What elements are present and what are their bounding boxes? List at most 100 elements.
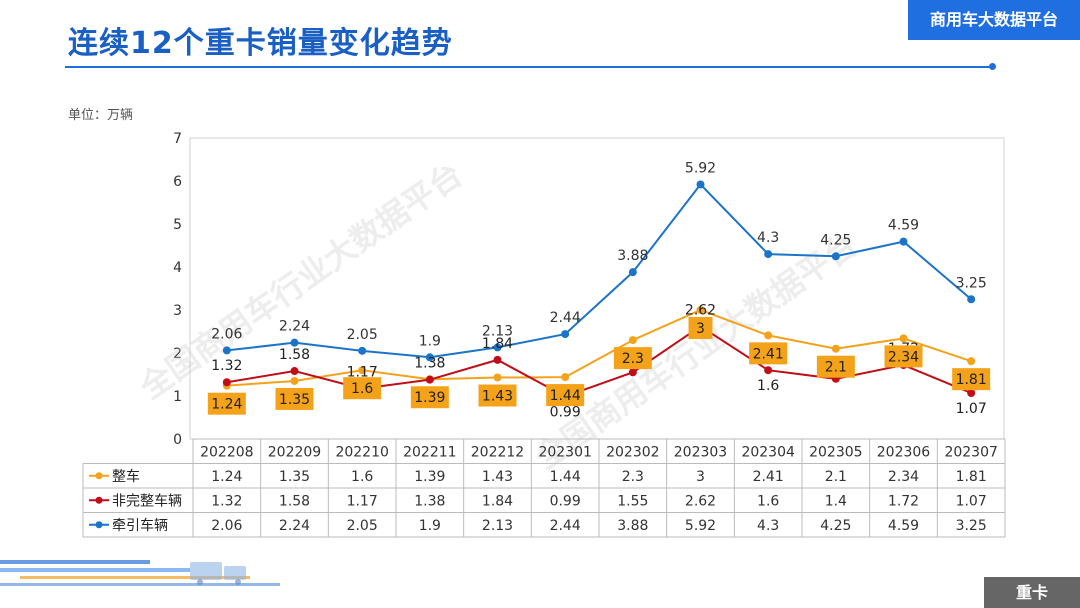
data-label-box — [884, 345, 923, 368]
x-tick-label: 202307 — [944, 444, 997, 460]
data-label: 2.06 — [211, 326, 242, 342]
unit-label: 单位：万辆 — [68, 108, 134, 123]
table-cell: 1.72 — [888, 493, 919, 509]
x-tick-label: 202304 — [741, 444, 795, 460]
title-underline — [65, 66, 995, 68]
table-cell: 2.44 — [550, 518, 581, 534]
table-cell: 1.6 — [757, 493, 779, 509]
data-table: 202208 202209 202210 202211 202212 202301 2023… — [82, 438, 1006, 538]
table-cell: 1.43 — [482, 469, 513, 485]
data-label: 4.3 — [757, 230, 779, 246]
data-label-box — [478, 384, 517, 407]
data-label: 1.38 — [414, 356, 445, 372]
data-label: 1.44 — [550, 388, 581, 404]
data-label: 1.07 — [956, 401, 987, 417]
y-tick-label: 2 — [173, 346, 182, 362]
data-label: 1.39 — [414, 390, 445, 406]
data-label: 1.24 — [211, 397, 242, 413]
page-title: 连续12个重卡销量变化趋势 — [68, 26, 453, 61]
table-cell: 1.84 — [482, 493, 513, 509]
data-label: 1.6 — [757, 378, 779, 394]
data-label: 3 — [696, 321, 705, 337]
data-label-box — [343, 377, 382, 400]
table-cell: 4.3 — [757, 518, 779, 534]
y-tick-label: 6 — [173, 174, 182, 190]
series-line-1 — [226, 325, 972, 398]
legend-marker — [95, 521, 103, 529]
data-point — [493, 355, 502, 364]
x-tick-label: 202210 — [335, 444, 388, 460]
data-point — [967, 388, 976, 397]
data-point — [628, 268, 637, 277]
data-label: 5.92 — [685, 160, 716, 176]
table-cell: 0.99 — [550, 493, 581, 509]
data-label: 1.43 — [482, 389, 513, 405]
data-label: 2.62 — [685, 302, 716, 318]
data-point — [290, 376, 299, 385]
data-label-box — [688, 317, 713, 339]
data-label: 2.13 — [482, 323, 513, 339]
table-cell: 1.81 — [956, 469, 987, 485]
data-point — [290, 338, 299, 347]
table-cell: 2.24 — [279, 518, 310, 534]
title-underline-dot — [989, 63, 996, 70]
data-point — [831, 344, 840, 353]
table-cell: 1.24 — [211, 469, 242, 485]
data-point — [493, 343, 502, 352]
x-tick-label: 202208 — [200, 444, 253, 460]
x-tick-label: 202302 — [606, 444, 659, 460]
data-point — [696, 306, 705, 314]
table-cell: 2.62 — [685, 493, 716, 509]
data-point — [831, 252, 840, 261]
data-label: 2.3 — [622, 351, 644, 367]
data-label-box — [546, 384, 585, 407]
data-label-box — [952, 368, 991, 391]
data-point — [358, 366, 367, 375]
table-cell: 5.92 — [685, 518, 716, 534]
data-point — [561, 330, 570, 339]
data-label-box — [410, 386, 449, 409]
table-cell: 2.41 — [753, 469, 784, 485]
data-point — [696, 180, 705, 189]
data-label: 1.81 — [956, 372, 987, 388]
y-axis: 0 1 2 3 4 5 6 7 — [173, 131, 182, 448]
y-tick-label: 3 — [173, 303, 182, 319]
table-cell: 1.4 — [825, 493, 847, 509]
data-label: 2.1 — [825, 360, 847, 376]
watermark-layer: 全国商用车行业大数据平台 全国商用车行业大数据平台 — [132, 155, 864, 477]
data-point — [222, 346, 231, 355]
data-label: 3.25 — [956, 275, 987, 291]
data-label: 4.25 — [820, 232, 851, 248]
data-point — [764, 250, 773, 259]
data-label: 2.34 — [888, 349, 919, 365]
x-tick-label: 202305 — [809, 444, 862, 460]
table-cell: 1.35 — [279, 469, 310, 485]
data-point — [899, 237, 908, 246]
data-labels: 2.06 2.242.05 1.92.132.443.885.924.3 4.254.… — [207, 160, 991, 420]
data-point — [561, 373, 570, 382]
data-label: 1.84 — [482, 336, 513, 352]
table-cell: 1.38 — [414, 493, 445, 509]
table-cell: 1.55 — [617, 493, 648, 509]
data-label-box — [207, 392, 246, 415]
table-cell: 2.13 — [482, 518, 513, 534]
y-tick-label: 4 — [173, 260, 182, 276]
y-tick-label: 0 — [173, 432, 182, 448]
series-line-2 — [226, 182, 972, 359]
table-cell: 1.58 — [279, 493, 310, 509]
legend-label: 非完整车辆 — [112, 492, 182, 509]
legend-label: 牵引车辆 — [112, 517, 168, 534]
table-cell: 2.3 — [622, 469, 644, 485]
data-point — [358, 346, 367, 355]
y-tick-label: 1 — [173, 389, 182, 405]
data-point — [290, 367, 299, 376]
data-label-box — [816, 355, 855, 378]
table-cell: 3.88 — [617, 518, 648, 534]
data-label-box — [613, 347, 652, 370]
data-point — [425, 375, 434, 384]
x-tick-label: 202209 — [268, 444, 321, 460]
x-tick-label: 202303 — [674, 444, 727, 460]
table-cell: 1.6 — [351, 469, 373, 485]
data-point — [967, 357, 976, 366]
